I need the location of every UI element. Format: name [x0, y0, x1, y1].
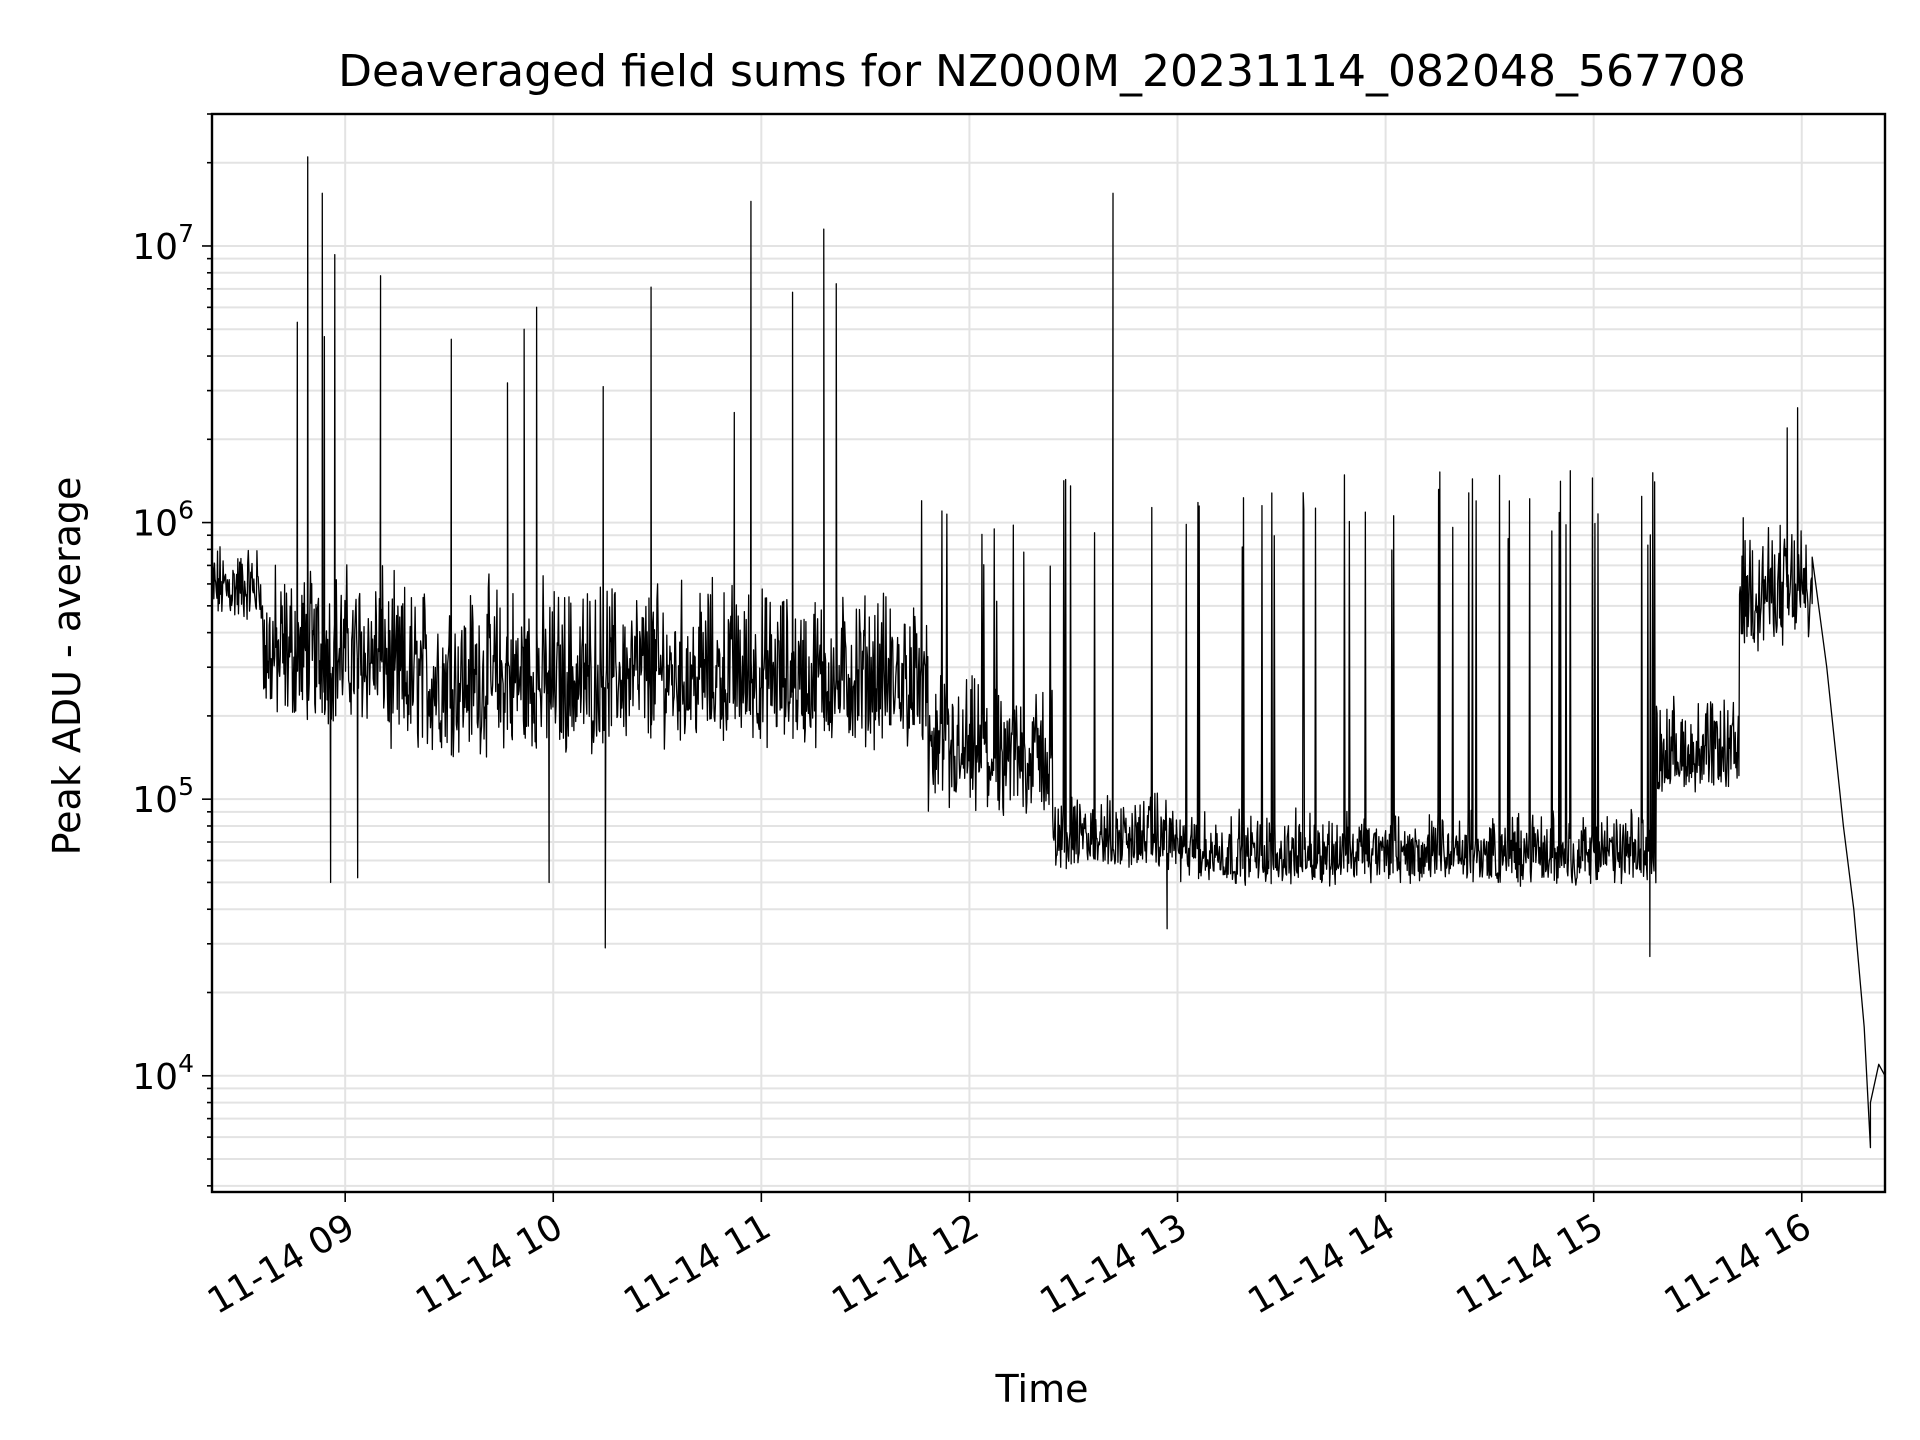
y-tick-label: 107	[132, 219, 194, 268]
x-axis-label: Time	[995, 1367, 1089, 1411]
axes-frame	[210, 112, 1887, 1194]
chart-title: Deaveraged field sums for NZ000M_2023111…	[338, 46, 1746, 97]
series-line	[211, 156, 1886, 1149]
y-tick-label: 106	[132, 496, 194, 545]
y-axis-label: Peak ADU - average	[45, 477, 89, 856]
y-tick-label: 104	[132, 1049, 194, 1098]
series-group	[211, 156, 1886, 1149]
y-tick-label: 105	[132, 772, 194, 821]
